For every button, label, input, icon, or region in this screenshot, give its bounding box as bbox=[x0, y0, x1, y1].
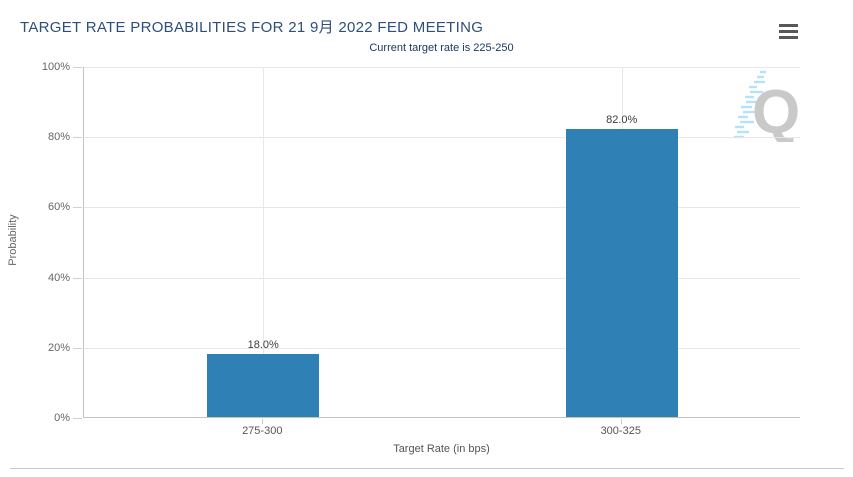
chart-subtitle: Current target rate is 225-250 bbox=[369, 42, 514, 54]
y-axis-tick bbox=[73, 277, 82, 279]
y-axis-tick bbox=[73, 137, 82, 139]
bar-value-label: 18.0% bbox=[247, 338, 279, 351]
bar-value-label: 82.0% bbox=[606, 114, 638, 127]
bar[interactable] bbox=[207, 353, 320, 417]
bottom-divider bbox=[10, 468, 844, 469]
h-gridline bbox=[84, 347, 800, 349]
h-gridline bbox=[84, 207, 800, 209]
chart-menu-button[interactable] bbox=[779, 24, 799, 39]
y-axis-tick bbox=[73, 207, 82, 209]
y-tick-label: 60% bbox=[47, 201, 70, 214]
x-axis-tick bbox=[262, 419, 264, 424]
quikstrike-watermark-icon: Q bbox=[734, 70, 800, 142]
page-title: TARGET RATE PROBABILITIES FOR 21 9月 2022… bbox=[20, 19, 484, 36]
y-axis-tick bbox=[73, 347, 82, 349]
v-gridline bbox=[263, 67, 265, 417]
y-tick-label: 100% bbox=[41, 61, 70, 73]
y-tick-label: 0% bbox=[54, 412, 70, 424]
h-gridline bbox=[84, 137, 800, 139]
y-tick-label: 80% bbox=[47, 131, 70, 144]
x-axis-title: Target Rate (in bps) bbox=[393, 443, 490, 455]
y-axis-tick bbox=[73, 418, 82, 419]
x-category-label: 300-325 bbox=[600, 425, 641, 437]
y-tick-label: 40% bbox=[47, 271, 70, 284]
h-gridline bbox=[84, 67, 800, 68]
y-axis-title: Probability bbox=[7, 214, 19, 266]
bar[interactable] bbox=[565, 129, 678, 417]
watermark-letter: Q bbox=[752, 78, 800, 142]
y-axis-tick bbox=[73, 67, 82, 68]
x-axis-tick bbox=[620, 419, 622, 424]
y-tick-label: 20% bbox=[47, 341, 70, 354]
x-category-label: 275-300 bbox=[242, 425, 283, 437]
h-gridline bbox=[84, 277, 800, 279]
plot-area: Q 18.0% 82.0% bbox=[83, 67, 800, 418]
